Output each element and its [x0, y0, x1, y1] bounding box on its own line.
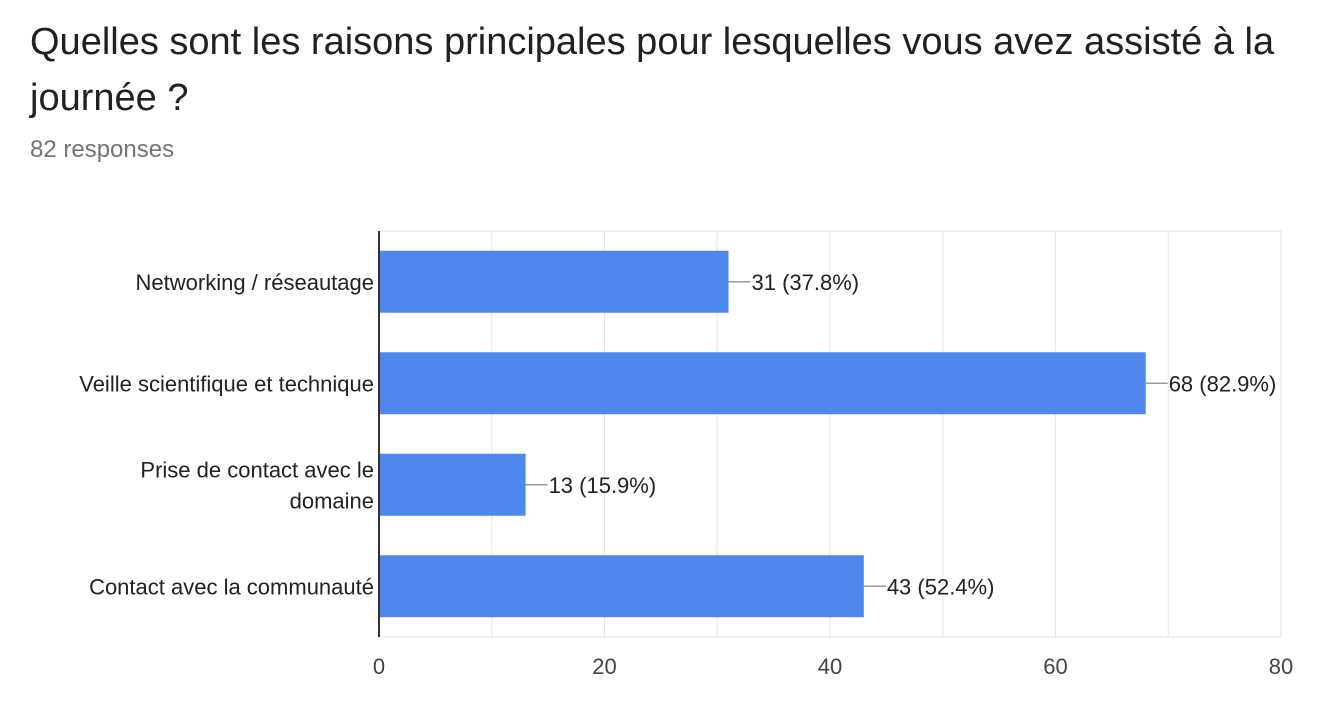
x-tick-label: 40 [818, 654, 842, 679]
bar [379, 250, 729, 313]
x-tick-label: 80 [1269, 654, 1293, 679]
category-label: Networking / réseautage [136, 270, 374, 295]
category-label: Veille scientifique et technique [79, 371, 374, 396]
category-label: Contact avec la communauté [89, 574, 374, 599]
data-label: 13 (15.9%) [549, 473, 657, 498]
chart-title: Quelles sont les raisons principales pou… [30, 21, 1275, 119]
category-label: domaine [290, 488, 374, 513]
x-tick-label: 0 [373, 654, 385, 679]
data-label: 31 (37.8%) [752, 270, 860, 295]
x-tick-label: 60 [1043, 654, 1067, 679]
bar [379, 555, 864, 618]
response-count: 82 responses [30, 136, 175, 163]
category-label: Prise de contact avec le [140, 457, 374, 482]
x-tick-label: 20 [592, 654, 616, 679]
data-label: 68 (82.9%) [1169, 371, 1277, 396]
data-label: 43 (52.4%) [887, 574, 995, 599]
bar [379, 352, 1146, 415]
bar [379, 453, 526, 516]
